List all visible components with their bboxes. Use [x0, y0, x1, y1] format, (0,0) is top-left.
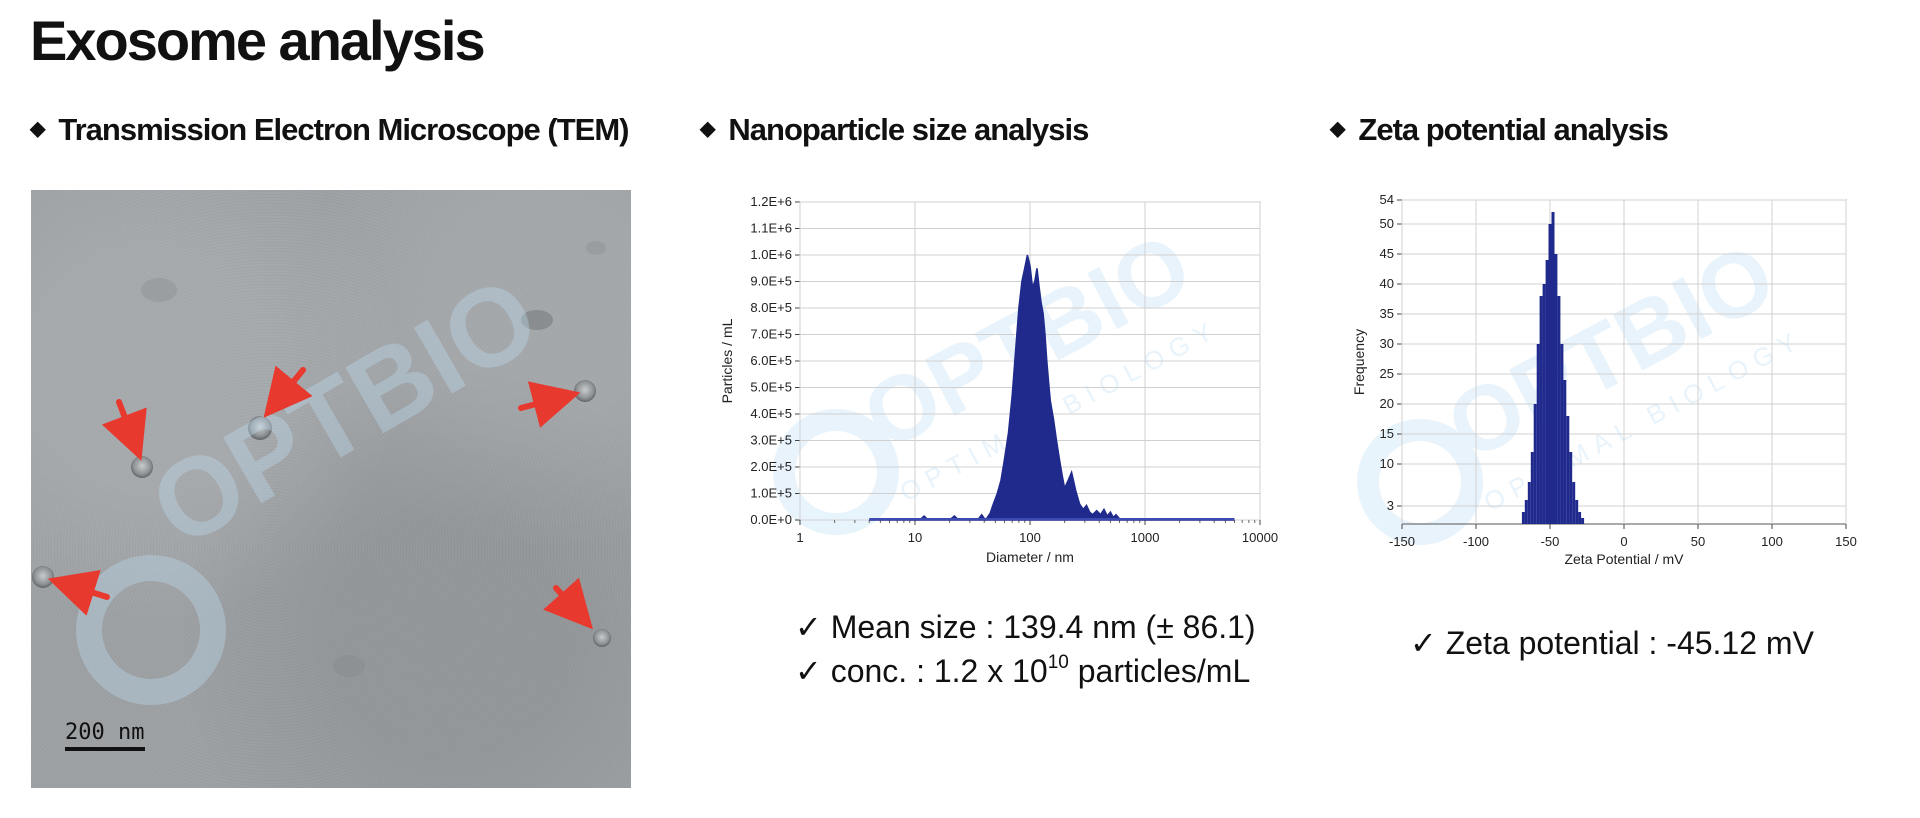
- page-title: Exosome analysis: [30, 9, 486, 72]
- x-tick-label: 0: [1620, 534, 1627, 549]
- x-tick-label: 1000: [1131, 530, 1160, 545]
- diamond-bullet-icon: ◆: [30, 118, 45, 140]
- zeta-heading-text: Zeta potential analysis: [1358, 112, 1668, 147]
- x-tick-label: 150: [1835, 534, 1857, 549]
- tem-heading-text: Transmission Electron Microscope (TEM): [58, 112, 629, 147]
- zeta-potential-result: ✓ Zeta potential : -45.12 mV: [1410, 625, 1814, 661]
- zeta-bar: [1563, 380, 1567, 524]
- zeta-bar: [1554, 254, 1558, 524]
- y-tick-label: 15: [1380, 426, 1394, 441]
- zeta-bar: [1539, 296, 1543, 524]
- watermark: OPTBIO: [76, 253, 559, 705]
- y-tick-label: 25: [1380, 366, 1394, 381]
- zeta-bar: [1578, 512, 1582, 524]
- y-tick-label: 1.0E+6: [750, 247, 792, 262]
- zeta-bar: [1533, 404, 1537, 524]
- zeta-bar: [1557, 296, 1561, 524]
- y-tick-label: 20: [1380, 396, 1394, 411]
- zeta-bar: [1545, 260, 1549, 524]
- zeta-bar: [1542, 284, 1546, 524]
- arrow-icon: [263, 365, 313, 418]
- concentration-prefix: ✓ conc. : 1.2 x 10: [795, 653, 1048, 689]
- y-tick-label: 2.0E+5: [750, 459, 792, 474]
- zeta-bar: [1569, 452, 1573, 524]
- y-tick-label: 4.0E+5: [750, 406, 792, 421]
- zeta-bar: [1575, 500, 1579, 524]
- zeta-bar: [1524, 500, 1528, 524]
- y-tick-label: 0.0E+0: [750, 512, 792, 527]
- nano-heading-text: Nanoparticle size analysis: [728, 112, 1089, 147]
- zeta-bar: [1560, 344, 1564, 524]
- exosome-particle: [32, 566, 54, 588]
- y-tick-label: 1.1E+6: [750, 221, 792, 236]
- zeta-bar: [1521, 512, 1525, 524]
- x-tick-label: 10000: [1242, 530, 1278, 545]
- tem-micrograph: OPTBIO 200 nm: [31, 190, 631, 788]
- y-tick-label: 1.2E+6: [750, 194, 792, 209]
- zeta-bar: [1581, 518, 1585, 524]
- arrow-icon: [543, 577, 593, 630]
- y-tick-label: 35: [1380, 306, 1394, 321]
- y-tick-label: 50: [1380, 216, 1394, 231]
- tem-heading: ◆ Transmission Electron Microscope (TEM): [30, 112, 629, 148]
- y-tick-label: 45: [1380, 246, 1394, 261]
- nano-heading: ◆ Nanoparticle size analysis: [700, 112, 1089, 148]
- y-tick-label: 7.0E+5: [750, 327, 792, 342]
- concentration-result: ✓ conc. : 1.2 x 1010 particles/mL: [795, 652, 1250, 690]
- concentration-suffix: particles/mL: [1068, 653, 1251, 689]
- zeta-heading: ◆ Zeta potential analysis: [1330, 112, 1669, 148]
- diamond-bullet-icon: ◆: [1330, 118, 1345, 140]
- y-tick-label: 3: [1387, 498, 1394, 513]
- svg-text:OPTBIO: OPTBIO: [132, 253, 559, 570]
- x-tick-label: -150: [1389, 534, 1415, 549]
- scale-bar-label: 200 nm: [65, 720, 145, 745]
- scale-bar: [65, 747, 145, 751]
- exosome-particle: [593, 629, 611, 647]
- x-tick-label: 10: [908, 530, 922, 545]
- x-axis-label: Diameter / nm: [986, 549, 1074, 564]
- y-tick-label: 9.0E+5: [750, 274, 792, 289]
- zeta-bar: [1548, 224, 1552, 524]
- zeta-bar: [1572, 482, 1576, 524]
- y-tick-label: 1.0E+5: [750, 486, 792, 501]
- y-tick-label: 3.0E+5: [750, 433, 792, 448]
- x-tick-label: -100: [1463, 534, 1489, 549]
- y-tick-label: 5.0E+5: [750, 380, 792, 395]
- zeta-bar: [1566, 416, 1570, 524]
- zeta-bar: [1527, 482, 1531, 524]
- y-tick-label: 10: [1380, 456, 1394, 471]
- y-axis-label: Frequency: [1351, 329, 1367, 395]
- y-tick-label: 8.0E+5: [750, 300, 792, 315]
- arrow-icon: [518, 381, 581, 428]
- arrow-icon: [101, 399, 147, 461]
- exosome-particle: [131, 456, 153, 478]
- zeta-bar: [1536, 344, 1540, 524]
- diamond-bullet-icon: ◆: [700, 118, 715, 140]
- x-tick-label: 50: [1691, 534, 1705, 549]
- exosome-particle: [574, 380, 596, 402]
- x-tick-label: 1: [796, 530, 803, 545]
- x-tick-label: 100: [1761, 534, 1783, 549]
- x-axis-label: Zeta Potential / mV: [1564, 551, 1684, 564]
- mean-size-result: ✓ Mean size : 139.4 nm (± 86.1): [795, 609, 1256, 645]
- zeta-bar: [1530, 452, 1534, 524]
- zeta-potential-chart: OPTBIO OPTIMAL BIOLOGY 3 10 15 20 25 30 35 40 45 50…: [1350, 192, 1870, 567]
- y-tick-label: 30: [1380, 336, 1394, 351]
- tem-particles: OPTBIO: [32, 241, 611, 705]
- y-tick-label: 6.0E+5: [750, 353, 792, 368]
- x-tick-label: 100: [1019, 530, 1041, 545]
- zeta-bar: [1551, 212, 1555, 524]
- y-axis-label: Particles / mL: [719, 318, 735, 403]
- y-tick-label: 54: [1380, 192, 1394, 207]
- concentration-exponent: 10: [1047, 652, 1069, 673]
- x-tick-label: -50: [1541, 534, 1560, 549]
- arrow-icon: [47, 569, 110, 616]
- y-tick-label: 40: [1380, 276, 1394, 291]
- exosome-particle: [248, 416, 272, 440]
